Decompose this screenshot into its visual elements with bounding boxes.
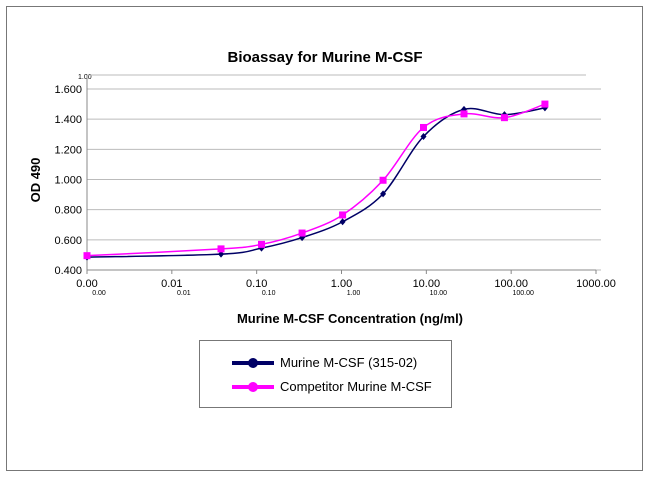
series-line bbox=[86, 103, 546, 257]
chart-frame bbox=[6, 6, 643, 471]
y-tick-label: 1.600 bbox=[54, 84, 82, 96]
y-tick-label: 0.800 bbox=[54, 205, 82, 217]
x-tick-label: 1.00 bbox=[331, 278, 352, 290]
x-secondary-tick-label: 1.00 bbox=[347, 290, 361, 297]
data-point bbox=[420, 133, 427, 141]
y-tick-label: 0.400 bbox=[54, 265, 82, 277]
data-point bbox=[541, 100, 549, 108]
legend-item-competitor: Competitor Murine M-CSF bbox=[232, 379, 432, 394]
data-point bbox=[500, 114, 508, 122]
series-line bbox=[86, 107, 546, 258]
x-secondary-tick-label: 10.00 bbox=[430, 290, 448, 297]
data-point bbox=[218, 250, 225, 258]
data-point bbox=[217, 245, 225, 253]
legend: Murine M-CSF (315-02) Competitor Murine … bbox=[199, 340, 452, 408]
data-point bbox=[460, 110, 468, 118]
x-tick-label: 1000.00 bbox=[576, 278, 616, 290]
legend-swatch bbox=[232, 381, 274, 392]
legend-item-murine: Murine M-CSF (315-02) bbox=[232, 355, 417, 370]
y-tick-label: 1.200 bbox=[54, 144, 82, 156]
chart-title: Bioassay for Murine M-CSF bbox=[227, 49, 422, 66]
x-tick-label: 100.00 bbox=[494, 278, 528, 290]
secondary-top-label: 1.00 bbox=[78, 74, 92, 81]
x-secondary-tick-label: 100.00 bbox=[512, 290, 534, 297]
x-secondary-tick-label: 0.10 bbox=[262, 290, 276, 297]
data-point bbox=[339, 211, 347, 219]
x-tick-label: 0.01 bbox=[161, 278, 182, 290]
x-axis-label: Murine M-CSF Concentration (ng/ml) bbox=[237, 311, 463, 326]
data-point bbox=[298, 229, 306, 237]
data-point bbox=[257, 240, 265, 248]
data-point bbox=[420, 123, 428, 131]
data-point bbox=[379, 176, 387, 184]
data-point bbox=[83, 252, 91, 260]
data-point bbox=[380, 190, 387, 198]
x-tick-label: 0.00 bbox=[76, 278, 97, 290]
y-tick-label: 0.600 bbox=[54, 235, 82, 247]
x-secondary-tick-label: 0.01 bbox=[177, 290, 191, 297]
x-tick-label: 10.00 bbox=[413, 278, 441, 290]
x-secondary-tick-label: 0.00 bbox=[92, 290, 106, 297]
legend-label: Competitor Murine M-CSF bbox=[280, 379, 432, 394]
y-axis-label: OD 490 bbox=[28, 158, 43, 203]
legend-swatch bbox=[232, 357, 274, 368]
data-point bbox=[339, 218, 346, 226]
legend-label: Murine M-CSF (315-02) bbox=[280, 355, 418, 370]
x-tick-label: 0.10 bbox=[246, 278, 267, 290]
y-tick-label: 1.000 bbox=[54, 175, 82, 187]
y-tick-label: 1.400 bbox=[54, 114, 82, 126]
